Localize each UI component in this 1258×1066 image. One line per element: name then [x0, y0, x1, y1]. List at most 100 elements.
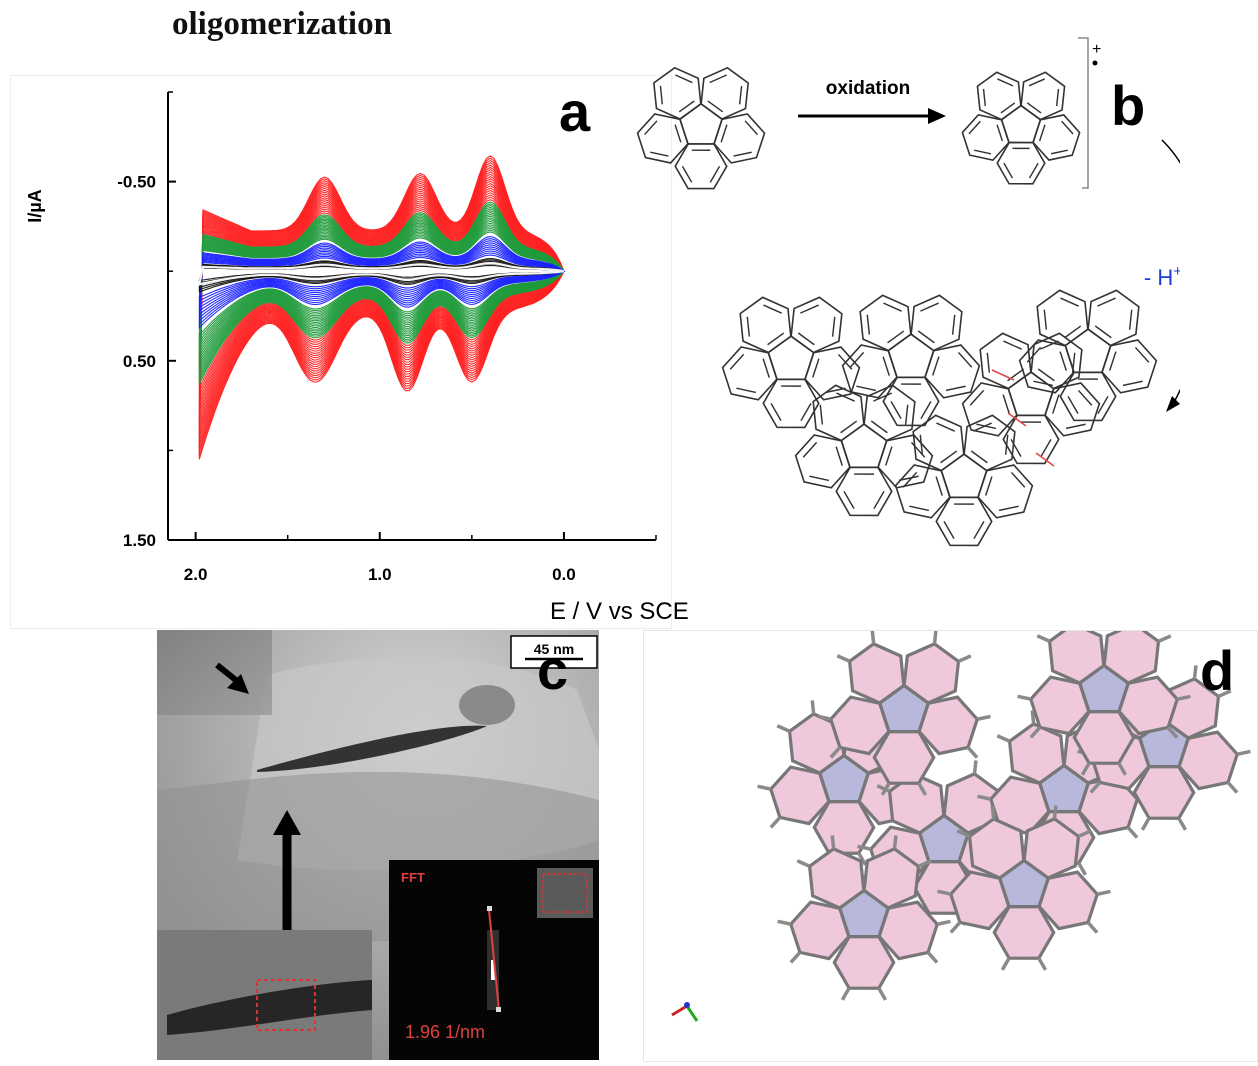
- double-bond: [836, 447, 842, 466]
- hexagon-ring: [843, 345, 897, 398]
- c-h-bond: [977, 716, 990, 719]
- fft-spot-bottom: [496, 1007, 501, 1012]
- c-h-bond: [832, 835, 833, 848]
- reaction-scheme: oxidation + - H+: [606, 8, 1180, 578]
- c-h-bond: [1158, 636, 1170, 641]
- c-h-bond: [968, 747, 977, 757]
- double-bond: [800, 305, 818, 313]
- double-bond: [675, 125, 681, 143]
- double-bond: [809, 476, 829, 480]
- c-h-bond: [1088, 922, 1097, 932]
- double-bond: [650, 152, 668, 156]
- tem-particle: [459, 685, 515, 725]
- corannulene-molecule: [638, 68, 765, 189]
- double-bond: [987, 353, 989, 373]
- double-bond: [747, 317, 749, 337]
- fft-label: FFT: [401, 870, 425, 885]
- c-h-bond: [872, 631, 873, 644]
- hexagon-ring: [896, 465, 950, 518]
- c-h-bond: [951, 922, 960, 932]
- figure-title: oligomerization: [172, 6, 392, 43]
- double-bond: [997, 79, 1013, 86]
- c-h-bond: [974, 760, 975, 773]
- c-h-bond: [1054, 805, 1055, 818]
- c-h-bond: [791, 952, 800, 962]
- hexagon-ring: [723, 347, 777, 400]
- deprotonation-arrowhead: [1166, 396, 1180, 412]
- c-h-bond: [937, 921, 950, 924]
- double-bond: [675, 75, 692, 83]
- c-h-bond: [928, 952, 937, 962]
- double-bond: [986, 477, 992, 496]
- double-bond: [1003, 395, 1009, 414]
- double-bond: [886, 447, 892, 466]
- x-tick-label: 1.0: [368, 565, 392, 584]
- panel-d-molecular-model: d: [643, 630, 1258, 1062]
- proton-loss-label: - H+: [1144, 263, 1180, 290]
- c-h-bond: [777, 726, 789, 732]
- panel-letter-a: a: [559, 84, 590, 140]
- c-h-bond: [771, 817, 780, 827]
- double-bond: [974, 150, 991, 154]
- double-bond: [936, 477, 942, 496]
- c-h-bond: [992, 805, 993, 818]
- double-bond: [763, 359, 769, 378]
- c-h-bond: [837, 656, 849, 662]
- panel-c-tem-image: 45 nm FFT 1.96 1/nm c: [157, 630, 599, 1060]
- double-bond: [1051, 150, 1068, 154]
- double-bond: [883, 357, 889, 376]
- radical-bracket: [1078, 38, 1088, 188]
- c-h-bond: [958, 656, 970, 661]
- tem-inset-top: [157, 630, 272, 715]
- double-bond: [856, 386, 876, 390]
- c-h-bond: [1237, 751, 1250, 754]
- panel-letter-d: d: [1200, 643, 1234, 699]
- double-bond: [1040, 125, 1045, 141]
- double-bond: [833, 317, 835, 337]
- double-bond: [936, 423, 954, 431]
- oxidation-label: oxidation: [826, 78, 910, 99]
- double-bond: [736, 388, 756, 392]
- hexagon-ring: [1045, 383, 1099, 436]
- double-bond: [997, 125, 1002, 141]
- double-bond: [740, 86, 742, 104]
- double-bond: [710, 75, 727, 83]
- double-bond: [1097, 298, 1115, 306]
- double-bond: [1130, 310, 1132, 330]
- fft-source-thumbnail: [537, 868, 593, 918]
- double-bond: [1029, 79, 1045, 86]
- x-tick-label: 2.0: [184, 565, 208, 584]
- c-h-bond: [1142, 818, 1149, 830]
- double-bond: [867, 315, 869, 335]
- y-tick-label: 1.50: [123, 531, 156, 550]
- tem-micrograph: 45 nm FFT 1.96 1/nm: [157, 630, 599, 1060]
- hexagon-ring: [1102, 340, 1156, 393]
- double-bond: [933, 357, 939, 376]
- double-bond: [763, 305, 781, 313]
- fft-distance-label: 1.96 1/nm: [405, 1022, 485, 1042]
- x-tick-label: 0.0: [552, 565, 576, 584]
- double-bond: [999, 506, 1019, 510]
- y-axis-label: I/µA: [25, 189, 45, 222]
- double-bond: [909, 506, 929, 510]
- axis-indicator-x: [672, 1006, 687, 1015]
- panel-letter-c: c: [537, 642, 568, 698]
- c-h-bond: [894, 835, 895, 848]
- hexagon-ring: [796, 435, 850, 488]
- c-h-bond: [1018, 696, 1031, 699]
- c-h-bond: [934, 631, 935, 644]
- double-bond: [1060, 298, 1078, 306]
- c-h-bond: [797, 861, 809, 867]
- axis-indicator-y: [687, 1006, 697, 1021]
- new-c-c-bond: [992, 370, 1014, 380]
- corannulene-radical-cation: [962, 72, 1079, 183]
- double-bond: [820, 405, 822, 425]
- c-h-bond: [778, 921, 791, 924]
- c-h-bond: [842, 988, 849, 1000]
- hexagon-ring: [925, 345, 979, 398]
- radical-dot: [1093, 61, 1098, 66]
- double-bond: [1066, 424, 1086, 428]
- double-bond: [1053, 395, 1059, 414]
